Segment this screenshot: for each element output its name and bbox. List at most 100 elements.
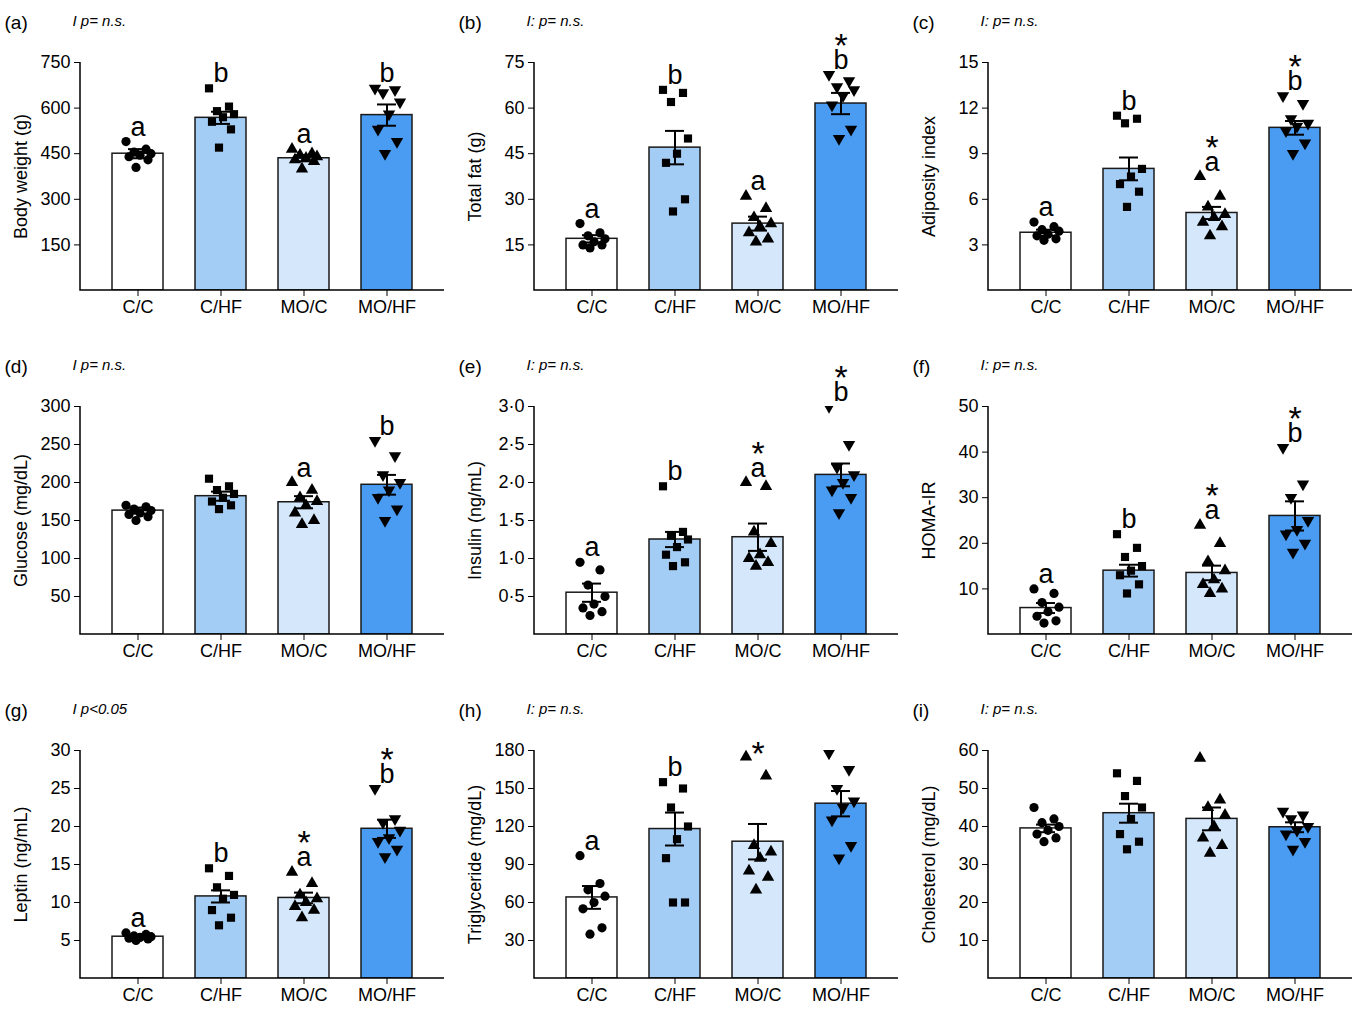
svg-text:*: * [1288, 399, 1301, 437]
svg-text:I: p= n.s.: I: p= n.s. [527, 12, 585, 29]
svg-text:3·0: 3·0 [498, 396, 524, 416]
svg-text:b: b [667, 60, 682, 90]
svg-text:12: 12 [958, 98, 978, 118]
svg-text:Leptin (ng/mL): Leptin (ng/mL) [11, 806, 31, 922]
svg-text:(h): (h) [459, 700, 482, 721]
svg-text:*: * [834, 358, 847, 396]
svg-text:MO/C: MO/C [735, 985, 782, 1005]
svg-text:Insulin (ng/mL): Insulin (ng/mL) [465, 461, 485, 580]
svg-text:30: 30 [958, 854, 978, 874]
svg-text:(i): (i) [913, 700, 930, 721]
svg-text:I p= n.s.: I p= n.s. [73, 12, 127, 29]
svg-text:20: 20 [50, 816, 70, 836]
svg-text:5: 5 [60, 930, 70, 950]
svg-text:b: b [667, 752, 682, 782]
svg-text:30: 30 [504, 930, 524, 950]
svg-text:50: 50 [958, 396, 978, 416]
svg-text:1·5: 1·5 [498, 510, 524, 530]
svg-text:C/HF: C/HF [654, 297, 696, 317]
svg-text:I: p= n.s.: I: p= n.s. [981, 700, 1039, 717]
svg-text:MO/C: MO/C [281, 985, 328, 1005]
svg-text:I: p= n.s.: I: p= n.s. [981, 12, 1039, 29]
svg-text:HOMA-IR: HOMA-IR [919, 482, 939, 560]
svg-text:*: * [1205, 128, 1218, 166]
svg-text:I: p= n.s.: I: p= n.s. [527, 700, 585, 717]
svg-text:50: 50 [50, 586, 70, 606]
svg-text:30: 30 [958, 487, 978, 507]
svg-text:(b): (b) [459, 12, 482, 33]
svg-text:C/C: C/C [1031, 641, 1062, 661]
svg-text:a: a [1038, 192, 1054, 222]
svg-text:60: 60 [504, 98, 524, 118]
svg-text:(e): (e) [459, 356, 482, 377]
svg-text:25: 25 [50, 778, 70, 798]
svg-text:C/HF: C/HF [654, 985, 696, 1005]
svg-text:60: 60 [504, 892, 524, 912]
svg-text:40: 40 [958, 816, 978, 836]
svg-text:Triglyceride (mg/dL): Triglyceride (mg/dL) [465, 785, 485, 944]
svg-text:MO/C: MO/C [1189, 297, 1236, 317]
svg-text:*: * [751, 734, 764, 772]
svg-text:450: 450 [40, 143, 70, 163]
svg-text:10: 10 [958, 579, 978, 599]
svg-text:Cholesterol (mg/dL): Cholesterol (mg/dL) [919, 785, 939, 943]
svg-text:180: 180 [494, 740, 524, 760]
svg-text:*: * [834, 26, 847, 64]
svg-text:MO/C: MO/C [735, 641, 782, 661]
svg-text:75: 75 [504, 52, 524, 72]
svg-text:15: 15 [504, 235, 524, 255]
svg-text:C/C: C/C [123, 641, 154, 661]
svg-text:Total fat (g): Total fat (g) [465, 131, 485, 221]
svg-text:(a): (a) [5, 12, 28, 33]
svg-text:C/HF: C/HF [200, 297, 242, 317]
svg-text:150: 150 [40, 510, 70, 530]
svg-text:30: 30 [504, 189, 524, 209]
svg-text:MO/HF: MO/HF [812, 297, 870, 317]
svg-text:MO/C: MO/C [281, 641, 328, 661]
svg-text:I p<0.05: I p<0.05 [73, 700, 128, 717]
svg-text:(c): (c) [913, 12, 935, 33]
svg-text:a: a [1038, 559, 1054, 589]
svg-text:a: a [584, 194, 600, 224]
svg-text:I: p= n.s.: I: p= n.s. [527, 356, 585, 373]
svg-text:20: 20 [958, 892, 978, 912]
svg-text:90: 90 [504, 854, 524, 874]
svg-text:30: 30 [50, 740, 70, 760]
svg-text:60: 60 [958, 740, 978, 760]
svg-text:Glucose (mg/dL): Glucose (mg/dL) [11, 454, 31, 587]
svg-text:a: a [296, 453, 312, 483]
svg-text:(f): (f) [913, 356, 931, 377]
svg-text:9: 9 [968, 143, 978, 163]
svg-text:b: b [667, 456, 682, 486]
svg-text:b: b [1121, 86, 1136, 116]
svg-text:C/HF: C/HF [654, 641, 696, 661]
svg-text:a: a [296, 119, 312, 149]
svg-text:50: 50 [958, 778, 978, 798]
svg-text:C/C: C/C [577, 297, 608, 317]
svg-text:a: a [130, 903, 146, 933]
svg-text:45: 45 [504, 143, 524, 163]
svg-text:C/HF: C/HF [1108, 297, 1150, 317]
svg-text:*: * [297, 823, 310, 861]
svg-text:b: b [1121, 504, 1136, 534]
svg-text:15: 15 [958, 52, 978, 72]
svg-text:150: 150 [40, 235, 70, 255]
svg-text:I: p= n.s.: I: p= n.s. [981, 356, 1039, 373]
svg-text:b: b [379, 58, 394, 88]
svg-text:300: 300 [40, 189, 70, 209]
svg-text:MO/HF: MO/HF [358, 985, 416, 1005]
svg-text:C/C: C/C [577, 985, 608, 1005]
svg-text:MO/HF: MO/HF [1266, 985, 1324, 1005]
svg-text:MO/HF: MO/HF [358, 297, 416, 317]
svg-text:C/HF: C/HF [200, 641, 242, 661]
svg-text:2·5: 2·5 [498, 434, 524, 454]
svg-text:C/HF: C/HF [1108, 985, 1150, 1005]
svg-text:200: 200 [40, 472, 70, 492]
svg-text:6: 6 [968, 189, 978, 209]
svg-text:MO/C: MO/C [735, 297, 782, 317]
svg-text:40: 40 [958, 442, 978, 462]
svg-text:C/C: C/C [1031, 297, 1062, 317]
svg-text:(d): (d) [5, 356, 28, 377]
svg-text:C/C: C/C [577, 641, 608, 661]
svg-text:MO/HF: MO/HF [1266, 641, 1324, 661]
